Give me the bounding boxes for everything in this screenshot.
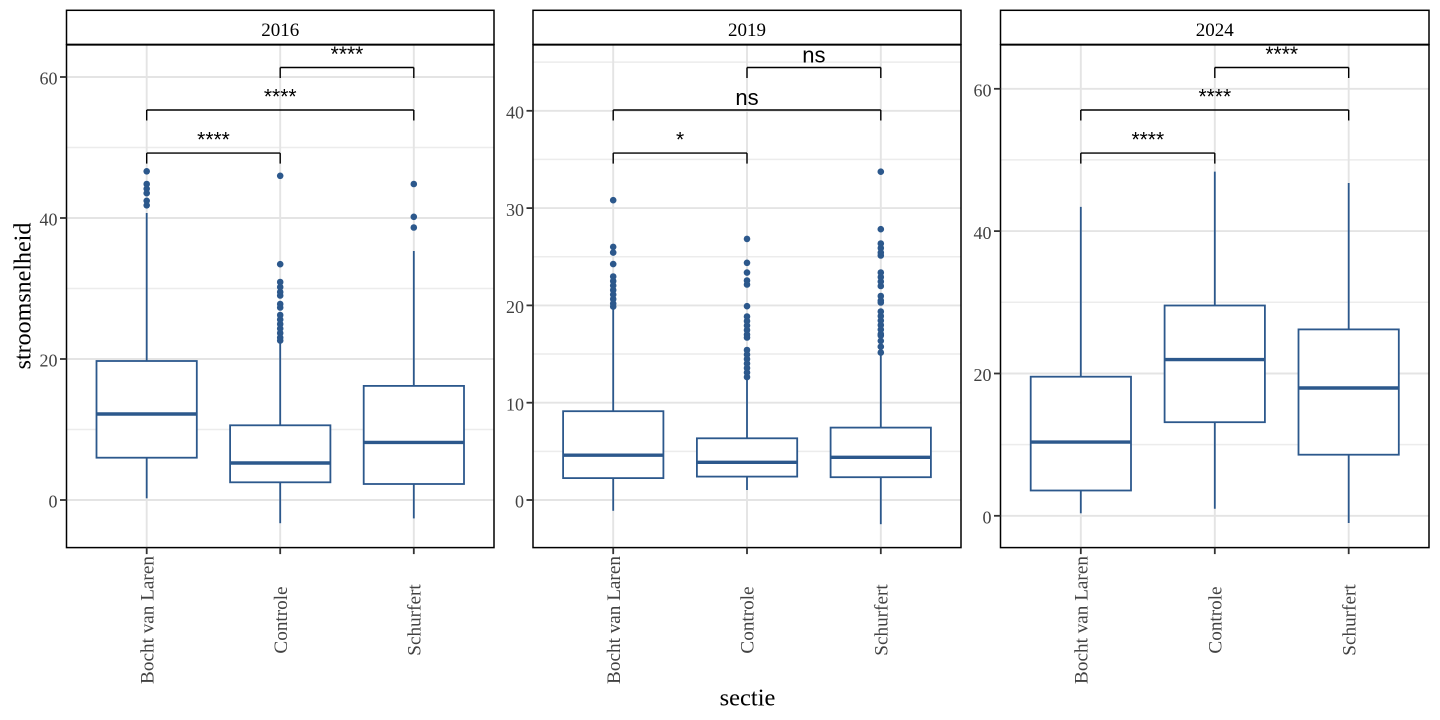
- svg-text:Bocht van Laren: Bocht van Laren: [137, 556, 158, 684]
- svg-text:stroomsnelheid: stroomsnelheid: [11, 223, 37, 370]
- svg-text:20: 20: [974, 365, 992, 385]
- svg-text:Controle: Controle: [738, 586, 759, 653]
- svg-text:40: 40: [974, 223, 992, 243]
- svg-text:Controle: Controle: [1205, 586, 1226, 653]
- svg-text:****: ****: [197, 129, 230, 152]
- svg-text:20: 20: [506, 297, 524, 317]
- svg-text:****: ****: [1198, 86, 1231, 109]
- svg-text:2024: 2024: [1196, 20, 1235, 41]
- svg-text:Schurfert: Schurfert: [404, 584, 425, 656]
- svg-text:40: 40: [40, 210, 58, 230]
- svg-text:30: 30: [506, 200, 524, 220]
- svg-text:Bocht van Laren: Bocht van Laren: [604, 556, 625, 684]
- svg-text:****: ****: [331, 43, 364, 66]
- svg-text:Schurfert: Schurfert: [871, 584, 892, 656]
- svg-text:ns: ns: [802, 43, 825, 68]
- svg-text:Schurfert: Schurfert: [1339, 584, 1360, 656]
- svg-text:0: 0: [49, 492, 58, 512]
- svg-text:****: ****: [1265, 43, 1298, 66]
- svg-text:****: ****: [264, 86, 297, 109]
- svg-text:60: 60: [974, 81, 992, 101]
- svg-text:40: 40: [506, 103, 524, 123]
- svg-text:****: ****: [1131, 129, 1164, 152]
- svg-text:0: 0: [515, 492, 524, 512]
- svg-text:ns: ns: [735, 85, 758, 110]
- svg-text:0: 0: [983, 508, 992, 528]
- svg-text:60: 60: [40, 69, 58, 89]
- svg-text:Controle: Controle: [271, 586, 292, 653]
- svg-text:sectie: sectie: [720, 685, 776, 712]
- svg-text:2019: 2019: [728, 20, 766, 41]
- svg-text:*: *: [676, 129, 684, 152]
- svg-text:2016: 2016: [261, 20, 299, 41]
- svg-text:10: 10: [506, 394, 524, 414]
- svg-text:20: 20: [40, 351, 58, 371]
- svg-text:Bocht van Laren: Bocht van Laren: [1071, 556, 1092, 684]
